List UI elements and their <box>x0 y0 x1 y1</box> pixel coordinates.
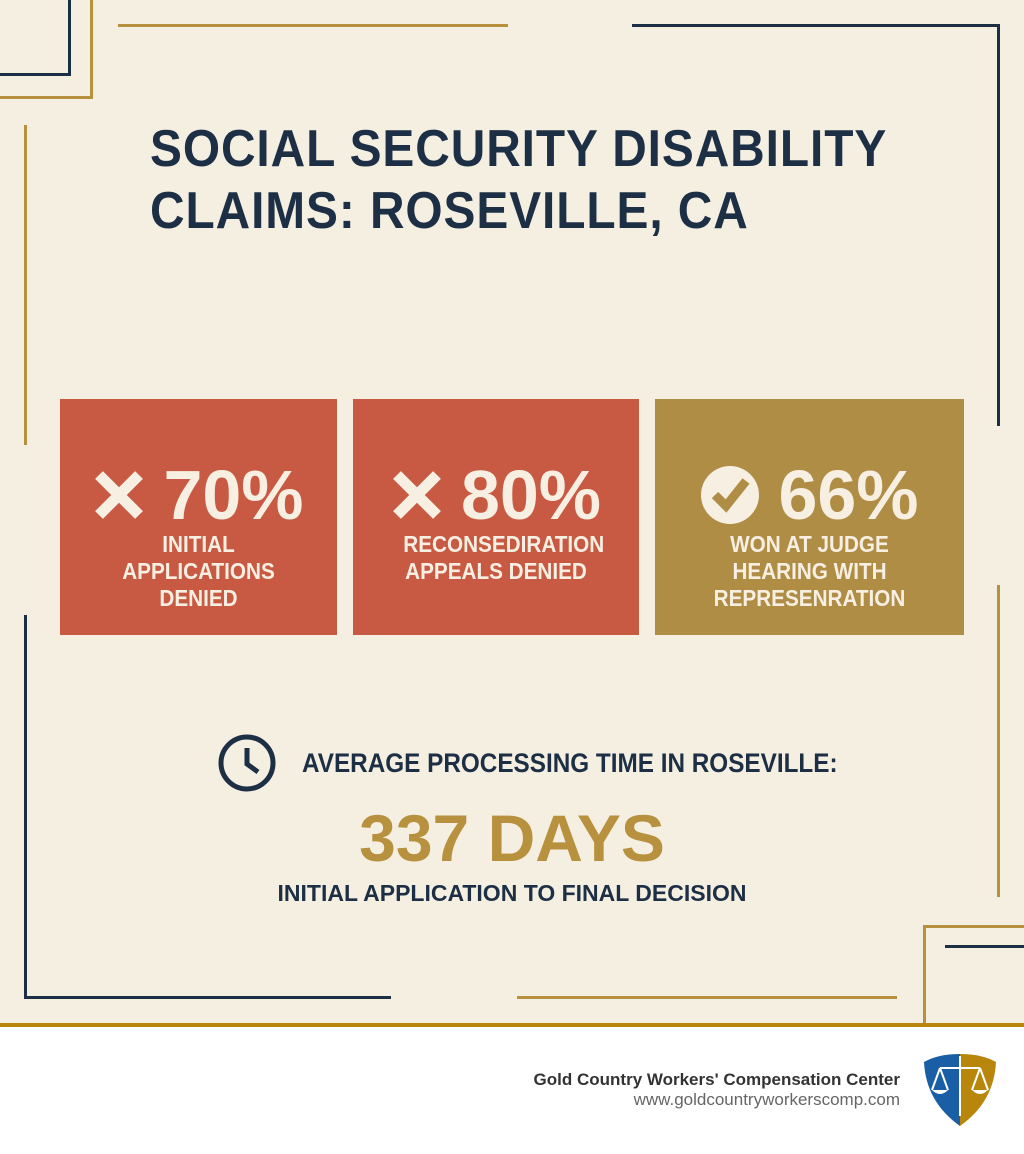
stat-value: 80% <box>460 456 602 534</box>
processing-time-row: AVERAGE PROCESSING TIME IN ROSEVILLE: <box>216 732 897 794</box>
frame-line <box>24 615 27 999</box>
clock-icon <box>218 734 276 792</box>
frame-line <box>945 945 1024 948</box>
title-line-2: CLAIMS: ROSEVILLE, CA <box>150 182 749 240</box>
stat-label: INITIAL APPLICATIONS DENIED <box>122 531 275 611</box>
frame-line <box>632 24 1000 27</box>
stat-card-judge-hearing-won: 66% WON AT JUDGE HEARING WITH REPRESENRA… <box>655 399 964 635</box>
frame-line <box>0 73 71 76</box>
stat-label: RECONSEDIRATION APPEALS DENIED <box>403 531 605 584</box>
stat-value: 70% <box>163 456 304 534</box>
frame-line <box>24 996 391 999</box>
frame-line <box>997 24 1000 426</box>
frame-line <box>118 24 508 27</box>
frame-line <box>24 125 27 445</box>
divider <box>0 1023 1024 1027</box>
infographic: SOCIAL SECURITY DISABILITY CLAIMS: ROSEV… <box>0 0 1024 1025</box>
website-link[interactable]: www.goldcountryworkerscomp.com <box>633 1090 900 1109</box>
check-circle-icon <box>701 466 760 524</box>
frame-line <box>923 925 926 1025</box>
x-icon <box>95 471 144 519</box>
processing-time-label: AVERAGE PROCESSING TIME IN ROSEVILLE: <box>302 747 838 778</box>
stat-label: WON AT JUDGE HEARING WITH REPRESENRATION <box>713 531 906 611</box>
organization-name: Gold Country Workers' Compensation Cente… <box>533 1070 900 1089</box>
frame-line <box>517 996 897 999</box>
title-line-1: SOCIAL SECURITY DISABILITY <box>150 120 888 178</box>
footer: Gold Country Workers' Compensation Cente… <box>534 1070 900 1110</box>
scales-of-justice-shield-logo <box>924 1054 996 1126</box>
page-title: SOCIAL SECURITY DISABILITY CLAIMS: ROSEV… <box>150 118 887 242</box>
stat-card-reconsideration-denied: 80% RECONSEDIRATION APPEALS DENIED <box>353 399 639 635</box>
x-icon <box>393 471 441 519</box>
processing-time-value: 337 DAYS <box>359 801 665 875</box>
stat-card-initial-denied: 70% INITIAL APPLICATIONS DENIED <box>60 399 337 635</box>
frame-line <box>923 925 1024 928</box>
frame-line <box>0 96 93 99</box>
processing-time-sublabel: INITIAL APPLICATION TO FINAL DECISION <box>277 880 747 906</box>
frame-line <box>68 0 71 75</box>
frame-line <box>90 0 93 98</box>
stat-value: 66% <box>778 456 919 534</box>
frame-line <box>997 585 1000 897</box>
